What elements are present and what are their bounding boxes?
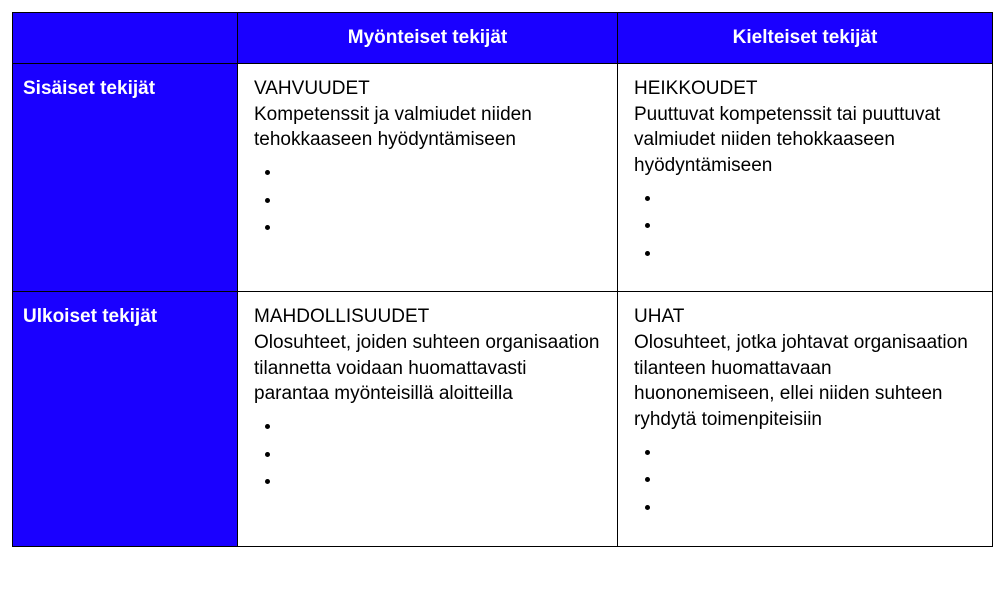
cell-bullets <box>282 159 601 240</box>
cell-title: MAHDOLLISUUDET <box>254 304 601 330</box>
cell-bullets <box>662 439 976 520</box>
cell-title: HEIKKOUDET <box>634 76 976 102</box>
bullet-item <box>662 185 976 211</box>
bullet-item <box>282 159 601 185</box>
bullet-item <box>282 187 601 213</box>
cell-desc: Olosuhteet, jotka johtavat organisaation… <box>634 330 976 433</box>
bullet-item <box>662 212 976 238</box>
cell-desc: Puuttuvat kompetenssit tai puuttuvat val… <box>634 102 976 179</box>
row-internal: Sisäiset tekijät VAHVUUDET Kompetenssit … <box>13 64 993 292</box>
rowlabel-internal: Sisäiset tekijät <box>13 64 238 292</box>
header-empty <box>13 13 238 64</box>
swot-table: Myönteiset tekijät Kielteiset tekijät Si… <box>12 12 993 547</box>
bullet-item <box>282 214 601 240</box>
header-row: Myönteiset tekijät Kielteiset tekijät <box>13 13 993 64</box>
cell-desc: Kompetenssit ja valmiudet niiden tehokka… <box>254 102 601 153</box>
bullet-item <box>282 413 601 439</box>
cell-threats: UHAT Olosuhteet, jotka johtavat organisa… <box>618 292 993 546</box>
cell-title: VAHVUUDET <box>254 76 601 102</box>
bullet-item <box>662 466 976 492</box>
cell-bullets <box>662 185 976 266</box>
cell-strengths: VAHVUUDET Kompetenssit ja valmiudet niid… <box>238 64 618 292</box>
cell-title: UHAT <box>634 304 976 330</box>
bullet-item <box>662 439 976 465</box>
rowlabel-external: Ulkoiset tekijät <box>13 292 238 546</box>
cell-opportunities: MAHDOLLISUUDET Olosuhteet, joiden suhtee… <box>238 292 618 546</box>
header-positive: Myönteiset tekijät <box>238 13 618 64</box>
bullet-item <box>282 468 601 494</box>
bullet-item <box>282 441 601 467</box>
cell-desc: Olosuhteet, joiden suhteen organisaation… <box>254 330 601 407</box>
cell-weaknesses: HEIKKOUDET Puuttuvat kompetenssit tai pu… <box>618 64 993 292</box>
header-negative: Kielteiset tekijät <box>618 13 993 64</box>
cell-bullets <box>282 413 601 494</box>
bullet-item <box>662 240 976 266</box>
bullet-item <box>662 494 976 520</box>
row-external: Ulkoiset tekijät MAHDOLLISUUDET Olosuhte… <box>13 292 993 546</box>
